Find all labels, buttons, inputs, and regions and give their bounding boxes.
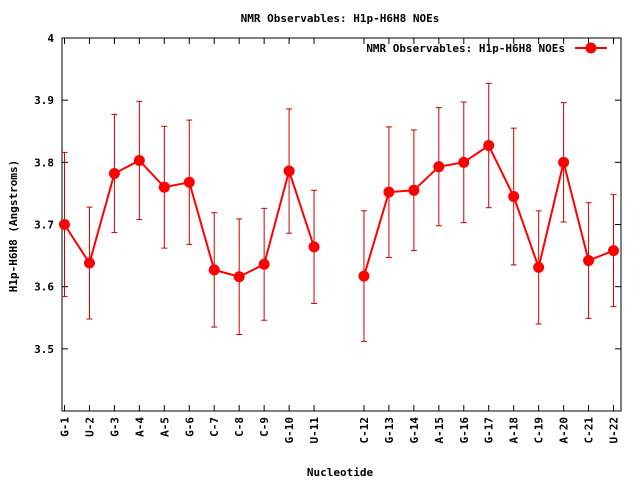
x-tick-label: G-16 [458,417,471,444]
y-axis-label: H1p-H6H8 (Angstroms) [7,160,20,292]
x-tick-label: U-22 [608,417,621,444]
y-tick-label: 3.7 [34,219,54,232]
plot-frame [61,37,622,412]
data-point [358,270,370,282]
data-point [208,264,220,276]
y-tick-label: 3.5 [34,343,54,356]
data-point [258,258,270,270]
data-point [483,140,495,152]
data-point [458,156,470,168]
x-axis-label: Nucleotide [307,466,374,479]
data-point [508,191,520,203]
series-layer [58,82,620,342]
data-point [433,161,445,173]
y-axis: 3.5 3.6 3.7 3.8 3.9 4 [34,32,621,356]
x-tick-label: C-8 [233,417,246,437]
x-tick-label: G-3 [108,417,121,437]
legend-label: NMR Observables: H1p-H6H8 NOEs [366,42,565,55]
data-point [183,176,195,188]
data-point [583,255,595,267]
x-tick-label: C-9 [258,417,271,437]
x-tick-label: G-6 [183,417,196,437]
x-tick-label: G-14 [408,417,421,444]
data-point [58,219,70,230]
data-point [308,241,320,253]
data-point [133,154,145,166]
x-tick-label: C-19 [533,417,546,444]
data-point [408,184,420,196]
data-point [533,261,545,273]
y-tick-label: 4 [47,32,54,45]
chart-title: NMR Observables: H1p-H6H8 NOEs [241,12,440,25]
x-tick-label: G-13 [383,417,396,444]
data-point [283,165,295,177]
y-tick-label: 3.6 [34,281,54,294]
x-tick-label: G-1 [58,417,71,437]
data-point [383,186,395,198]
x-tick-label: A-20 [558,417,571,444]
x-tick-label: C-7 [208,417,221,437]
x-axis: G-1 U-2 G-3 A-4 A-5 G-6 C-7 C-8 C-9 G-10 U-11 C-12 G… [58,38,621,444]
x-tick-label: C-21 [583,417,596,444]
data-point [83,257,95,269]
x-tick-label: A-15 [433,417,446,444]
x-tick-label: C-12 [358,417,371,444]
data-point [233,271,245,283]
x-tick-label: G-10 [283,417,296,444]
data-point [608,245,620,257]
x-tick-label: U-2 [83,417,96,437]
y-tick-label: 3.8 [34,156,54,169]
data-point [558,156,570,168]
x-tick-label: A-4 [133,417,146,437]
data-point [158,181,170,193]
x-tick-label: A-5 [158,417,171,437]
legend: NMR Observables: H1p-H6H8 NOEs [366,42,607,55]
data-point [108,168,120,180]
y-tick-label: 3.9 [34,94,54,107]
legend-marker [585,42,597,54]
x-tick-label: U-11 [308,417,321,444]
x-tick-label: G-17 [483,417,496,444]
x-tick-label: A-18 [508,417,521,444]
